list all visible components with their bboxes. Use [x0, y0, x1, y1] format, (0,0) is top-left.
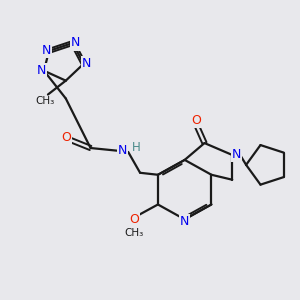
Text: O: O [129, 213, 139, 226]
Text: N: N [71, 37, 80, 50]
Text: N: N [41, 44, 51, 57]
Text: N: N [180, 215, 189, 228]
Text: N: N [118, 143, 127, 157]
Text: N: N [36, 64, 46, 77]
Text: CH₃: CH₃ [124, 228, 144, 238]
Text: O: O [61, 130, 71, 144]
Text: H: H [132, 140, 140, 154]
Text: O: O [192, 114, 202, 127]
Text: N: N [82, 57, 91, 70]
Text: N: N [232, 148, 241, 161]
Text: CH₃: CH₃ [35, 97, 55, 106]
